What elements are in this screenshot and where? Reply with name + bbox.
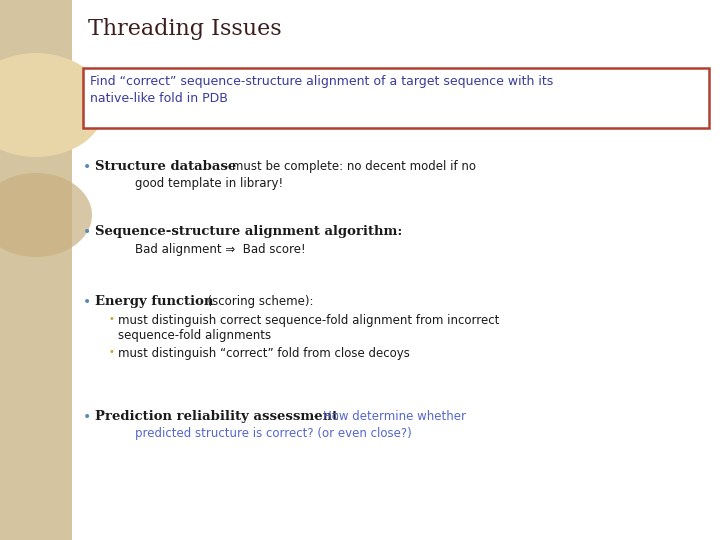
Text: Prediction reliability assessment: Prediction reliability assessment bbox=[95, 410, 338, 423]
Text: •: • bbox=[83, 295, 91, 309]
Text: good template in library!: good template in library! bbox=[135, 177, 283, 190]
Text: must distinguish “correct” fold from close decoys: must distinguish “correct” fold from clo… bbox=[118, 347, 410, 360]
Text: Sequence-structure alignment algorithm:: Sequence-structure alignment algorithm: bbox=[95, 225, 402, 238]
Text: •: • bbox=[83, 225, 91, 239]
Bar bbox=[0, 0, 72, 540]
Circle shape bbox=[0, 53, 105, 157]
Text: Threading Issues: Threading Issues bbox=[88, 18, 282, 40]
Text: Energy function: Energy function bbox=[95, 295, 213, 308]
Text: •: • bbox=[108, 347, 114, 357]
Text: predicted structure is correct? (or even close?): predicted structure is correct? (or even… bbox=[135, 427, 412, 440]
Text: sequence-fold alignments: sequence-fold alignments bbox=[118, 329, 271, 342]
Text: •: • bbox=[108, 314, 114, 324]
Circle shape bbox=[0, 173, 92, 257]
Text: •: • bbox=[83, 160, 91, 174]
Text: - must be complete: no decent model if no: - must be complete: no decent model if n… bbox=[220, 160, 476, 173]
FancyBboxPatch shape bbox=[83, 68, 709, 128]
Text: How determine whether: How determine whether bbox=[323, 410, 466, 423]
Text: •: • bbox=[83, 410, 91, 424]
Text: -: - bbox=[310, 410, 322, 423]
Text: Find “correct” sequence-structure alignment of a target sequence with its: Find “correct” sequence-structure alignm… bbox=[90, 75, 553, 88]
Text: Structure database: Structure database bbox=[95, 160, 236, 173]
Text: (scoring scheme):: (scoring scheme): bbox=[200, 295, 313, 308]
Text: must distinguish correct sequence-fold alignment from incorrect: must distinguish correct sequence-fold a… bbox=[118, 314, 500, 327]
Text: Bad alignment ⇒  Bad score!: Bad alignment ⇒ Bad score! bbox=[135, 243, 305, 256]
Text: native-like fold in PDB: native-like fold in PDB bbox=[90, 92, 228, 105]
